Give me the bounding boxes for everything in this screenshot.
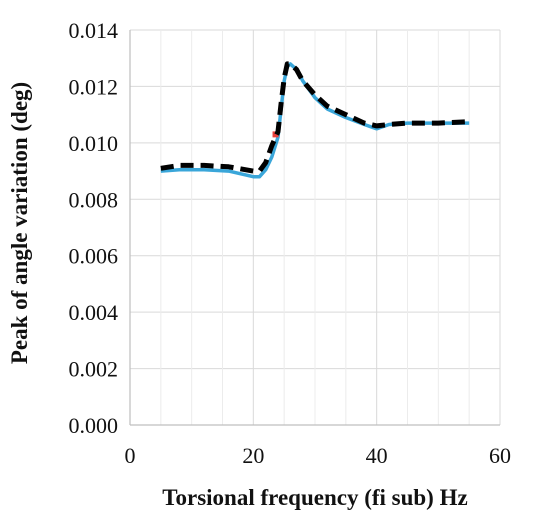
dashed-series-line: [160, 61, 470, 174]
y-tick-label: 0.014: [69, 18, 119, 43]
x-axis: 0 20 40 60: [125, 443, 512, 468]
y-tick-label: 0.000: [69, 413, 119, 438]
y-tick-label: 0.012: [69, 74, 119, 99]
x-tick-label: 0: [125, 443, 136, 468]
x-tick-label: 20: [242, 443, 264, 468]
x-tick-label: 60: [489, 443, 511, 468]
series-layer: [160, 61, 470, 179]
y-tick-label: 0.008: [69, 187, 119, 212]
grid: [130, 29, 501, 425]
x-axis-title: Torsional frequency (fi sub) Hz: [162, 485, 467, 510]
y-tick-label: 0.010: [69, 131, 119, 156]
plot-area: [129, 30, 500, 426]
data-point-marker: [272, 131, 279, 138]
y-axis: 0.000 0.002 0.004 0.006 0.008 0.010 0.012 0.014: [69, 18, 119, 438]
x-tick-label: 40: [366, 443, 388, 468]
y-tick-label: 0.004: [69, 300, 119, 325]
y-tick-label: 0.006: [69, 244, 119, 269]
y-axis-title: Peak of angle variation (deg): [7, 82, 32, 364]
y-tick-label: 0.002: [69, 357, 119, 382]
